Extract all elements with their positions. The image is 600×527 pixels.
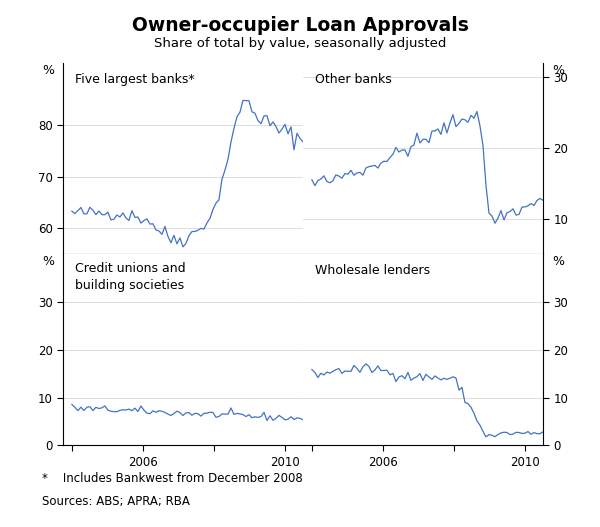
Text: %: %	[552, 255, 564, 268]
Text: Sources: ABS; APRA; RBA: Sources: ABS; APRA; RBA	[42, 495, 190, 509]
Text: Other banks: Other banks	[315, 73, 392, 86]
Text: Five largest banks*: Five largest banks*	[75, 73, 194, 86]
Text: %: %	[42, 255, 54, 268]
Text: Share of total by value, seasonally adjusted: Share of total by value, seasonally adju…	[154, 37, 446, 50]
Text: Credit unions and
building societies: Credit unions and building societies	[75, 262, 185, 292]
Text: %: %	[42, 64, 54, 77]
Text: %: %	[552, 64, 564, 77]
Text: *    Includes Bankwest from December 2008: * Includes Bankwest from December 2008	[42, 472, 303, 485]
Text: Wholesale lenders: Wholesale lenders	[315, 264, 430, 277]
Text: Owner-occupier Loan Approvals: Owner-occupier Loan Approvals	[131, 16, 469, 35]
